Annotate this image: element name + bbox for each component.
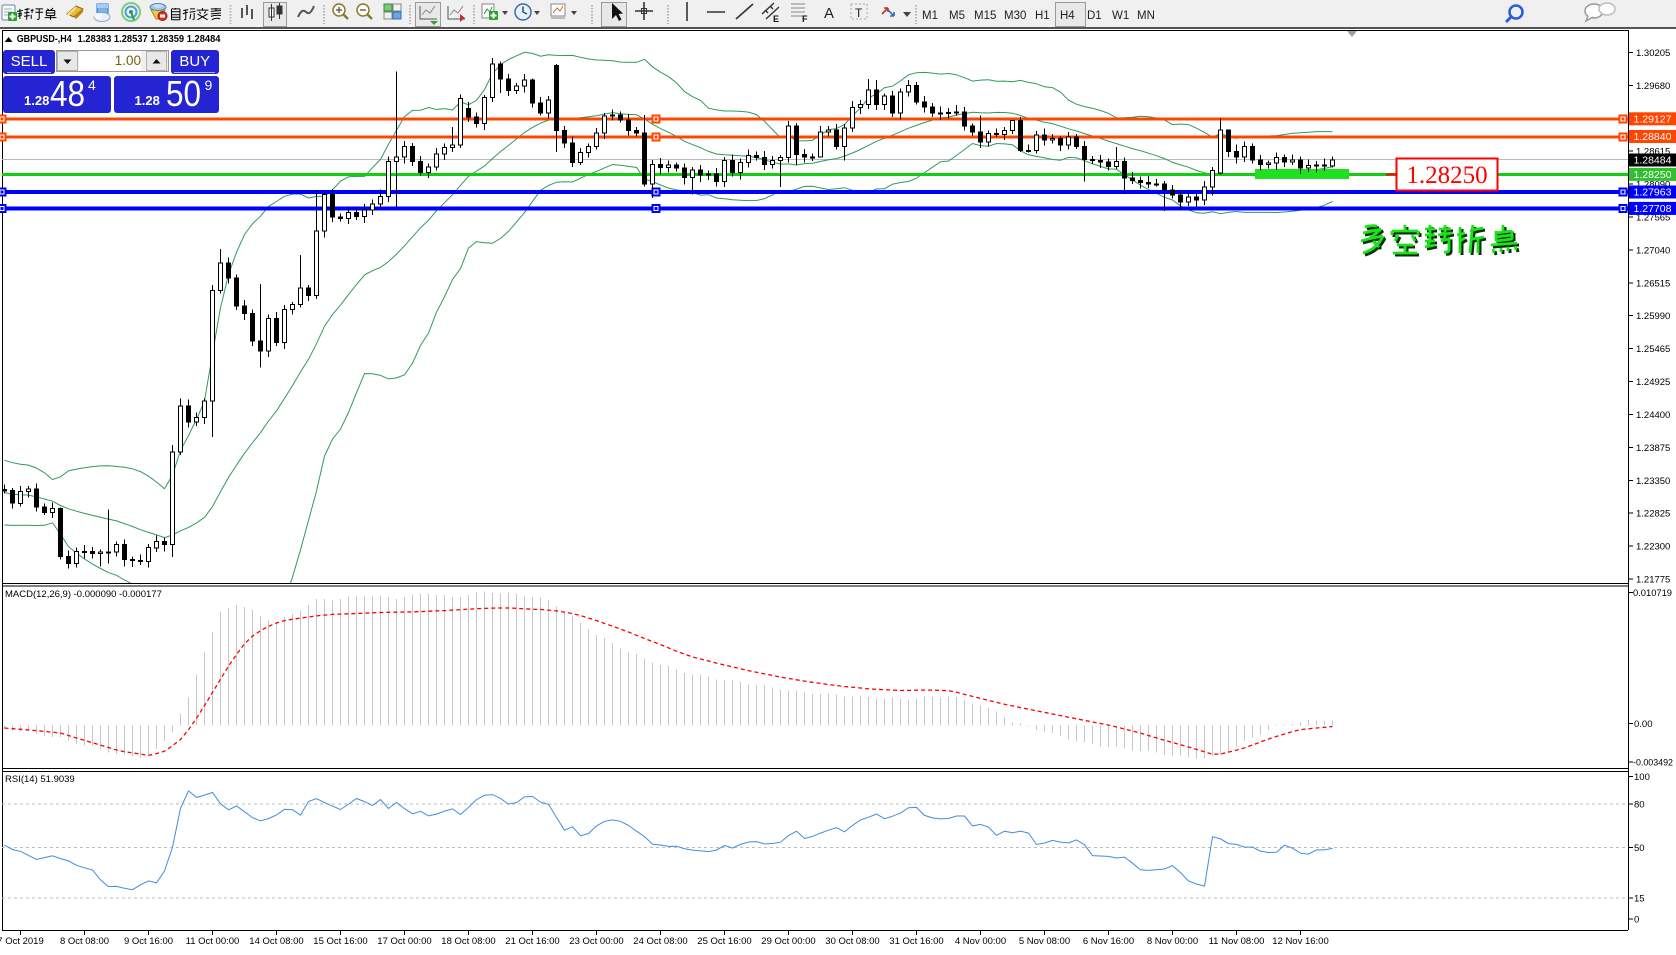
svg-text:1.25990: 1.25990 [1636, 311, 1670, 322]
svg-text:1.27963: 1.27963 [1634, 187, 1672, 199]
svg-text:100: 100 [1634, 772, 1650, 783]
svg-text:80: 80 [1634, 800, 1645, 811]
svg-text:1.29127: 1.29127 [1634, 113, 1672, 125]
svg-text:6 Nov 16:00: 6 Nov 16:00 [1083, 936, 1134, 947]
svg-text:9 Oct 16:00: 9 Oct 16:00 [124, 936, 173, 947]
svg-text:15 Oct 16:00: 15 Oct 16:00 [313, 936, 367, 947]
svg-text:MN: MN [1137, 10, 1155, 22]
svg-text:25 Oct 16:00: 25 Oct 16:00 [697, 936, 751, 947]
svg-text:15: 15 [1634, 894, 1645, 905]
svg-text:1.26515: 1.26515 [1636, 278, 1670, 289]
svg-text:M15: M15 [974, 10, 996, 22]
svg-text:1.22825: 1.22825 [1636, 509, 1670, 520]
svg-text:E: E [773, 14, 779, 24]
svg-text:M1: M1 [922, 10, 938, 22]
svg-text:14 Oct 08:00: 14 Oct 08:00 [249, 936, 303, 947]
svg-text:8 Oct 08:00: 8 Oct 08:00 [60, 936, 109, 947]
svg-text:1.27040: 1.27040 [1636, 245, 1670, 256]
svg-text:T: T [855, 6, 863, 20]
svg-text:1.23875: 1.23875 [1636, 443, 1670, 454]
svg-text:1.28090: 1.28090 [1636, 180, 1670, 191]
svg-text:A: A [824, 5, 834, 22]
svg-text:31 Oct 16:00: 31 Oct 16:00 [889, 936, 943, 947]
svg-text:W1: W1 [1112, 10, 1129, 22]
svg-text:1.24400: 1.24400 [1636, 410, 1670, 421]
svg-text:1.29680: 1.29680 [1636, 81, 1670, 92]
svg-text:M30: M30 [1004, 10, 1026, 22]
svg-text:1.30205: 1.30205 [1636, 48, 1670, 59]
svg-text:1.28840: 1.28840 [1634, 131, 1672, 143]
svg-text:H4: H4 [1060, 10, 1075, 22]
svg-text:MACD(12,26,9) -0.000090 -0.000: MACD(12,26,9) -0.000090 -0.000177 [5, 589, 162, 600]
svg-text:0.010719: 0.010719 [1633, 588, 1672, 599]
svg-text:1.28250: 1.28250 [1634, 169, 1672, 181]
svg-text:18 Oct 08:00: 18 Oct 08:00 [441, 936, 495, 947]
svg-text:-0.003492: -0.003492 [1633, 757, 1673, 768]
svg-text:1.24925: 1.24925 [1636, 377, 1670, 388]
svg-text:4 Nov 00:00: 4 Nov 00:00 [955, 936, 1006, 947]
svg-text:1.22300: 1.22300 [1636, 542, 1670, 553]
svg-text:0.00: 0.00 [1634, 719, 1653, 730]
svg-text:21 Oct 16:00: 21 Oct 16:00 [505, 936, 559, 947]
svg-text:24 Oct 08:00: 24 Oct 08:00 [633, 936, 687, 947]
svg-text:1.27708: 1.27708 [1634, 203, 1672, 215]
svg-text:0: 0 [1634, 915, 1639, 926]
svg-text:1.28615: 1.28615 [1636, 147, 1670, 158]
svg-text:1.28383 1.28537 1.28359 1.2848: 1.28383 1.28537 1.28359 1.28484 [78, 34, 221, 45]
svg-text:1.28484: 1.28484 [1634, 155, 1672, 167]
svg-text:1.21775: 1.21775 [1636, 575, 1670, 586]
svg-text:H1: H1 [1035, 10, 1050, 22]
svg-text:1.28250: 1.28250 [1406, 162, 1487, 189]
svg-text:M5: M5 [949, 10, 965, 22]
svg-text:17 Oct 00:00: 17 Oct 00:00 [377, 936, 431, 947]
svg-text:11 Oct 00:00: 11 Oct 00:00 [186, 936, 240, 947]
svg-text:GBPUSD-,H4: GBPUSD-,H4 [17, 34, 72, 45]
svg-text:1.23350: 1.23350 [1636, 476, 1670, 487]
svg-text:29 Oct 00:00: 29 Oct 00:00 [761, 936, 815, 947]
svg-text:5 Nov 08:00: 5 Nov 08:00 [1019, 936, 1070, 947]
svg-text:1.25465: 1.25465 [1636, 344, 1670, 355]
svg-text:11 Nov 08:00: 11 Nov 08:00 [1209, 936, 1265, 947]
svg-text:1.27565: 1.27565 [1636, 213, 1670, 224]
svg-text:23 Oct 00:00: 23 Oct 00:00 [569, 936, 623, 947]
svg-text:D1: D1 [1087, 10, 1102, 22]
svg-text:RSI(14) 51.9039: RSI(14) 51.9039 [5, 774, 75, 785]
svg-text:30 Oct 08:00: 30 Oct 08:00 [825, 936, 879, 947]
svg-text:12 Nov 16:00: 12 Nov 16:00 [1272, 936, 1329, 947]
svg-text:50: 50 [1634, 843, 1645, 854]
svg-text:F: F [802, 14, 808, 24]
svg-text:7 Oct 2019: 7 Oct 2019 [0, 936, 44, 947]
svg-text:8 Nov 00:00: 8 Nov 00:00 [1147, 936, 1198, 947]
